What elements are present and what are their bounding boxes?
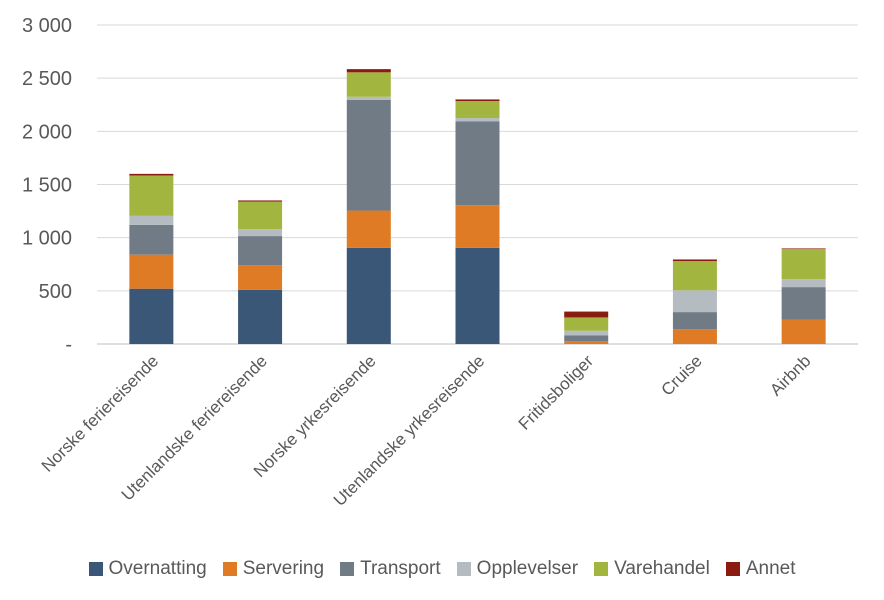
bar-segment-varehandel: [346, 72, 391, 97]
bar-segment-transport: [238, 236, 283, 266]
legend-item: Overnatting: [88, 558, 207, 580]
bar-segment-annet: [346, 69, 391, 73]
legend-label: Varehandel: [614, 558, 710, 579]
legend-item: Transport: [340, 558, 441, 580]
legend-label: Servering: [242, 558, 325, 579]
y-tick-label: 500: [39, 281, 72, 303]
bar-segment-servering: [129, 254, 174, 289]
x-tick-label: Norske feriereisende: [38, 351, 162, 475]
x-tick-label: Fritidsboliger: [515, 351, 597, 433]
bar-segment-varehandel: [564, 317, 609, 331]
legend-label: Annet: [745, 558, 796, 579]
legend-swatch: [456, 562, 471, 576]
legend-swatch: [88, 562, 103, 576]
legend-item: Servering: [222, 558, 325, 580]
legend-label: Overnatting: [108, 558, 207, 579]
bar-segment-servering: [781, 319, 826, 344]
legend-item: Opplevelser: [456, 558, 579, 580]
bar-segment-transport: [781, 287, 826, 320]
legend-label: Transport: [360, 558, 441, 579]
bar-segment-overnatting: [129, 288, 174, 344]
bar-segment-opplevelser: [346, 96, 391, 100]
bar-segment-opplevelser: [455, 118, 500, 122]
bar-segment-varehandel: [455, 101, 500, 119]
bar-segment-annet: [672, 259, 717, 262]
bar-segment-opplevelser: [238, 229, 283, 237]
bar-segment-varehandel: [672, 261, 717, 291]
bar-segment-annet: [564, 311, 609, 318]
bar-segment-annet: [238, 200, 283, 202]
legend: Overnatting Servering Transport Opplevelser…: [0, 558, 884, 580]
bar-segment-opplevelser: [564, 330, 609, 336]
bar-segment-servering: [455, 205, 500, 248]
bar-segment-opplevelser: [672, 290, 717, 313]
legend-swatch: [340, 562, 355, 576]
stacked-bar-chart: - 500 1 000 1 500 2 000 2 500 3 000 Norske feri…: [22, 15, 858, 510]
bar-segment-annet: [781, 248, 826, 249]
bar-segment-annet: [455, 99, 500, 102]
y-tick-label: 1 500: [22, 175, 72, 197]
bar-segment-transport: [672, 312, 717, 330]
legend-item: Annet: [725, 558, 796, 580]
bar-segment-overnatting: [455, 247, 500, 344]
bar-segment-transport: [346, 99, 391, 211]
bar-segment-transport: [564, 335, 609, 342]
bar-segment-servering: [238, 265, 283, 290]
bar-segment-transport: [129, 224, 174, 255]
bar-segment-overnatting: [238, 289, 283, 344]
bar-segment-servering: [672, 329, 717, 344]
y-tick-label: 2 000: [22, 121, 72, 143]
bar-segment-overnatting: [346, 247, 391, 344]
bar-segment-varehandel: [129, 175, 174, 216]
y-tick-label: 3 000: [22, 15, 72, 37]
x-tick-label: Cruise: [658, 351, 706, 399]
bar-segment-transport: [455, 121, 500, 206]
bar-segment-varehandel: [781, 248, 826, 280]
bar-segment-varehandel: [238, 201, 283, 230]
legend-swatch: [222, 562, 237, 576]
bar-segment-annet: [129, 173, 174, 176]
bar-segment-servering: [346, 210, 391, 248]
x-tick-label: Airbnb: [766, 351, 814, 399]
bar-segment-opplevelser: [781, 279, 826, 288]
legend-item: Varehandel: [594, 558, 710, 580]
bar-segment-opplevelser: [129, 215, 174, 225]
y-tick-label: 1 000: [22, 228, 72, 250]
legend-label: Opplevelser: [476, 558, 579, 579]
y-tick-label: -: [65, 334, 72, 356]
bars: [129, 69, 826, 344]
legend-swatch: [725, 562, 740, 576]
y-tick-label: 2 500: [22, 68, 72, 90]
x-tick-label: Norske yrkesreisende: [250, 351, 380, 481]
legend-swatch: [594, 562, 609, 576]
bar-segment-servering: [564, 341, 609, 344]
